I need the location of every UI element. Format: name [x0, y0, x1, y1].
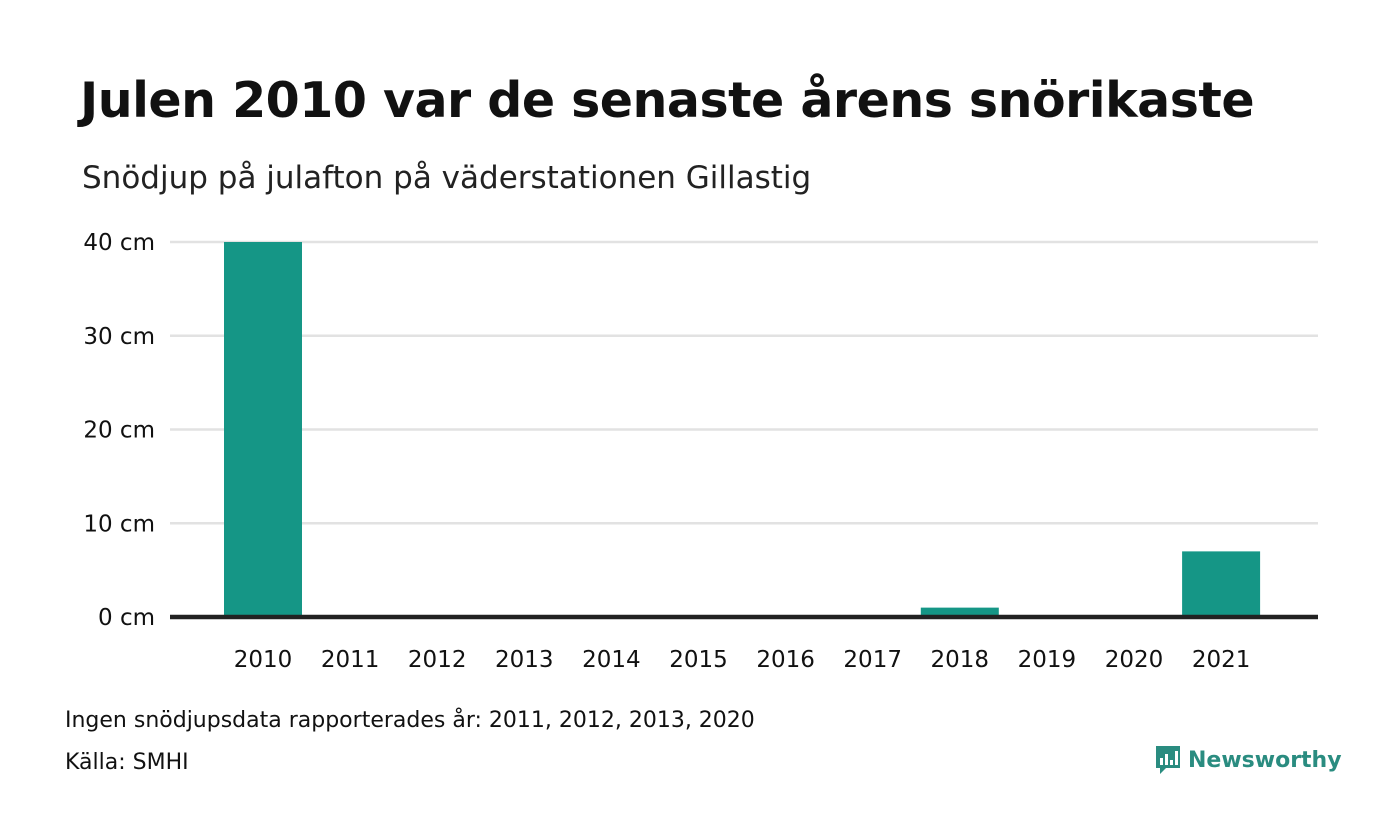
source-note: Källa: SMHI: [65, 750, 189, 775]
gridlines: [170, 240, 1318, 525]
x-tick-label: 2020: [1105, 647, 1164, 673]
x-tick-label: 2010: [234, 647, 293, 673]
x-tick-label: 2013: [495, 647, 554, 673]
y-tick-labels: 0 cm 10 cm 20 cm 30 cm 40 cm: [83, 230, 155, 631]
x-tick-label: 2014: [582, 647, 641, 673]
chart-subtitle: Snödjup på julafton på väderstationen Gi…: [82, 160, 812, 196]
bar-2018: [920, 607, 999, 617]
y-tick-label: 10 cm: [83, 511, 155, 537]
x-tick-label: 2019: [1018, 647, 1077, 673]
newsworthy-logo: Newsworthy: [1154, 744, 1342, 776]
bars: [224, 242, 1261, 617]
chart-title: Julen 2010 var de senaste årens snörikas…: [80, 72, 1255, 129]
x-tick-label: 2018: [931, 647, 990, 673]
bar-2021: [1182, 551, 1261, 617]
y-tick-label: 20 cm: [83, 418, 155, 444]
x-tick-label: 2012: [408, 647, 467, 673]
x-tick-labels: 2010 2011 2012 2013 2014 2015 2016 2017 2018 2019…: [234, 647, 1251, 673]
missing-data-note: Ingen snödjupsdata rapporterades år: 201…: [65, 708, 755, 733]
bar-chart-bubble-icon: [1156, 746, 1180, 774]
x-tick-label: 2017: [843, 647, 902, 673]
x-tick-label: 2016: [756, 647, 815, 673]
y-tick-label: 40 cm: [83, 230, 155, 256]
y-tick-label: 30 cm: [83, 324, 155, 350]
x-tick-label: 2011: [321, 647, 380, 673]
x-tick-label: 2021: [1192, 647, 1251, 673]
y-tick-label: 0 cm: [98, 605, 155, 631]
bar-2010: [224, 242, 302, 617]
x-tick-label: 2015: [669, 647, 728, 673]
brand-name: Newsworthy: [1188, 747, 1342, 773]
